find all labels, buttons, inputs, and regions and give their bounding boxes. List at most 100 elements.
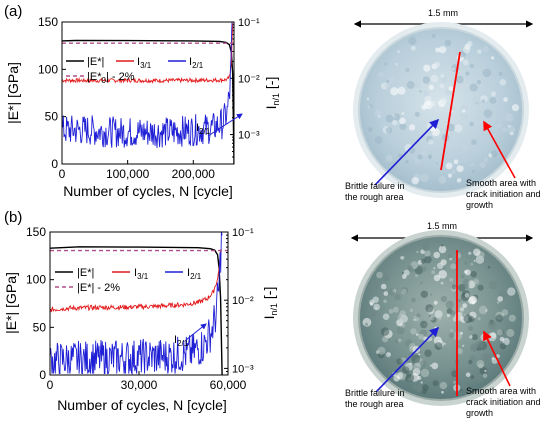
textureA-speck bbox=[405, 67, 410, 72]
textureB-speck bbox=[416, 313, 421, 318]
textureB-speck bbox=[401, 286, 409, 295]
textureA-speck bbox=[463, 46, 471, 54]
textureA-speck bbox=[377, 71, 384, 78]
textureB-speck bbox=[480, 380, 483, 383]
textureB-speck bbox=[497, 296, 504, 302]
textureB-speck bbox=[457, 298, 462, 303]
textureB-speck bbox=[402, 274, 407, 279]
textureB-speck bbox=[460, 331, 463, 335]
textureB-speck bbox=[459, 307, 465, 312]
textureA-speck bbox=[469, 83, 478, 92]
chart-b-frame bbox=[49, 231, 229, 376]
textureB-speck bbox=[450, 329, 454, 333]
textureB-speck bbox=[416, 250, 419, 254]
textureB-speck bbox=[478, 363, 484, 369]
textureB-speck bbox=[460, 274, 465, 279]
textureB-speck bbox=[375, 285, 379, 289]
textureB-speck bbox=[424, 256, 432, 264]
textureA-speck bbox=[367, 127, 373, 132]
photo-b-texture bbox=[362, 240, 516, 395]
chart-b-annotation-label: I2/1 bbox=[174, 334, 189, 348]
textureA-speck bbox=[511, 104, 520, 112]
textureB-speck bbox=[464, 293, 470, 298]
textureA-speck bbox=[411, 177, 419, 185]
textureB-speck bbox=[433, 300, 438, 305]
legend-b-modulus-label: |E*| bbox=[77, 267, 94, 279]
textureA-speck bbox=[482, 68, 492, 78]
textureA-speck bbox=[470, 163, 474, 167]
chart-b-ytick-left-label: 100 bbox=[26, 273, 46, 287]
chart-b-ytick-left-label: 0 bbox=[39, 368, 46, 382]
textureB-speck bbox=[420, 290, 428, 298]
chart-a-annotation-arrow bbox=[207, 113, 243, 137]
photo-b-scale-label: 1.5 mm bbox=[427, 221, 457, 231]
textureA-speck bbox=[384, 62, 388, 66]
textureB-speck bbox=[469, 335, 473, 339]
textureB-speck bbox=[468, 251, 472, 255]
textureA-speck bbox=[469, 121, 474, 127]
legend-a-modulus-label: |E*| bbox=[87, 56, 104, 68]
textureB-speck bbox=[484, 369, 487, 373]
textureB-speck bbox=[385, 352, 391, 358]
textureA-speck bbox=[405, 160, 409, 164]
textureA-speck bbox=[461, 143, 469, 151]
textureB-speck bbox=[443, 342, 446, 345]
textureB-speck bbox=[461, 382, 468, 390]
textureB-speck bbox=[473, 278, 479, 285]
textureB-speck bbox=[487, 332, 497, 342]
textureB-speck bbox=[394, 339, 399, 344]
photo-a-smooth-label: Smooth area with crack initiation and gr… bbox=[466, 178, 543, 210]
textureA-speck bbox=[460, 112, 469, 121]
textureB-speck bbox=[369, 302, 374, 306]
textureB-speck bbox=[433, 274, 441, 282]
textureA-speck bbox=[465, 71, 470, 76]
chart-b-series-i3-1 bbox=[50, 249, 222, 313]
chart-a-series-i3-1 bbox=[62, 23, 234, 84]
textureB-speck bbox=[448, 332, 455, 339]
textureB-speck bbox=[487, 265, 491, 269]
textureA-speck bbox=[428, 139, 434, 145]
textureA-speck bbox=[455, 75, 464, 84]
chart-a-ytick-left-label: 100 bbox=[38, 62, 58, 76]
textureB-speck bbox=[479, 367, 488, 375]
textureB-speck bbox=[495, 314, 504, 323]
textureB-speck bbox=[394, 293, 401, 301]
photo-a-scale-label: 1.5 mm bbox=[428, 8, 458, 18]
textureA-speck bbox=[450, 48, 455, 53]
textureA-speck bbox=[431, 33, 436, 38]
textureA-speck bbox=[462, 59, 469, 66]
legend-b-threshold-label: |E*| - 2% bbox=[77, 282, 120, 294]
textureB-speck bbox=[411, 354, 421, 364]
textureB-speck bbox=[383, 299, 387, 304]
textureB-speck bbox=[420, 368, 430, 378]
textureB-speck bbox=[365, 322, 369, 326]
textureB-speck bbox=[445, 300, 454, 309]
textureB-speck bbox=[508, 314, 516, 322]
legend-b-i31-label: I3/1 bbox=[134, 267, 149, 281]
textureA-speck bbox=[453, 159, 459, 164]
textureB-speck bbox=[439, 381, 448, 390]
textureA-speck bbox=[454, 124, 463, 133]
textureB-speck bbox=[424, 250, 431, 257]
textureB-speck bbox=[432, 380, 439, 387]
textureB-speck bbox=[400, 255, 405, 260]
textureB-speck bbox=[501, 309, 509, 316]
textureA-speck bbox=[406, 80, 415, 89]
textureA-speck bbox=[397, 50, 400, 53]
textureA-speck bbox=[423, 64, 431, 72]
chart-a-xtick-label: 0 bbox=[59, 167, 66, 181]
textureB-speck bbox=[460, 388, 463, 392]
textureB-speck bbox=[467, 296, 476, 305]
textureB-speck bbox=[425, 304, 434, 313]
textureA-speck bbox=[483, 157, 488, 162]
textureA-speck bbox=[420, 173, 429, 183]
textureA-speck bbox=[476, 79, 482, 85]
chart-a-ytick-left-label: 0 bbox=[51, 157, 58, 171]
textureB-speck bbox=[433, 251, 441, 259]
textureA-speck bbox=[499, 79, 507, 86]
textureB-speck bbox=[496, 301, 500, 304]
textureB-speck bbox=[409, 362, 412, 365]
textureB-speck bbox=[420, 381, 423, 384]
chart-b: (b) 0 30,000 60,000 0 50 100 150 10⁻³ 10⁻² 10⁻¹ |… bbox=[3, 209, 279, 413]
textureB-speck bbox=[434, 310, 443, 319]
